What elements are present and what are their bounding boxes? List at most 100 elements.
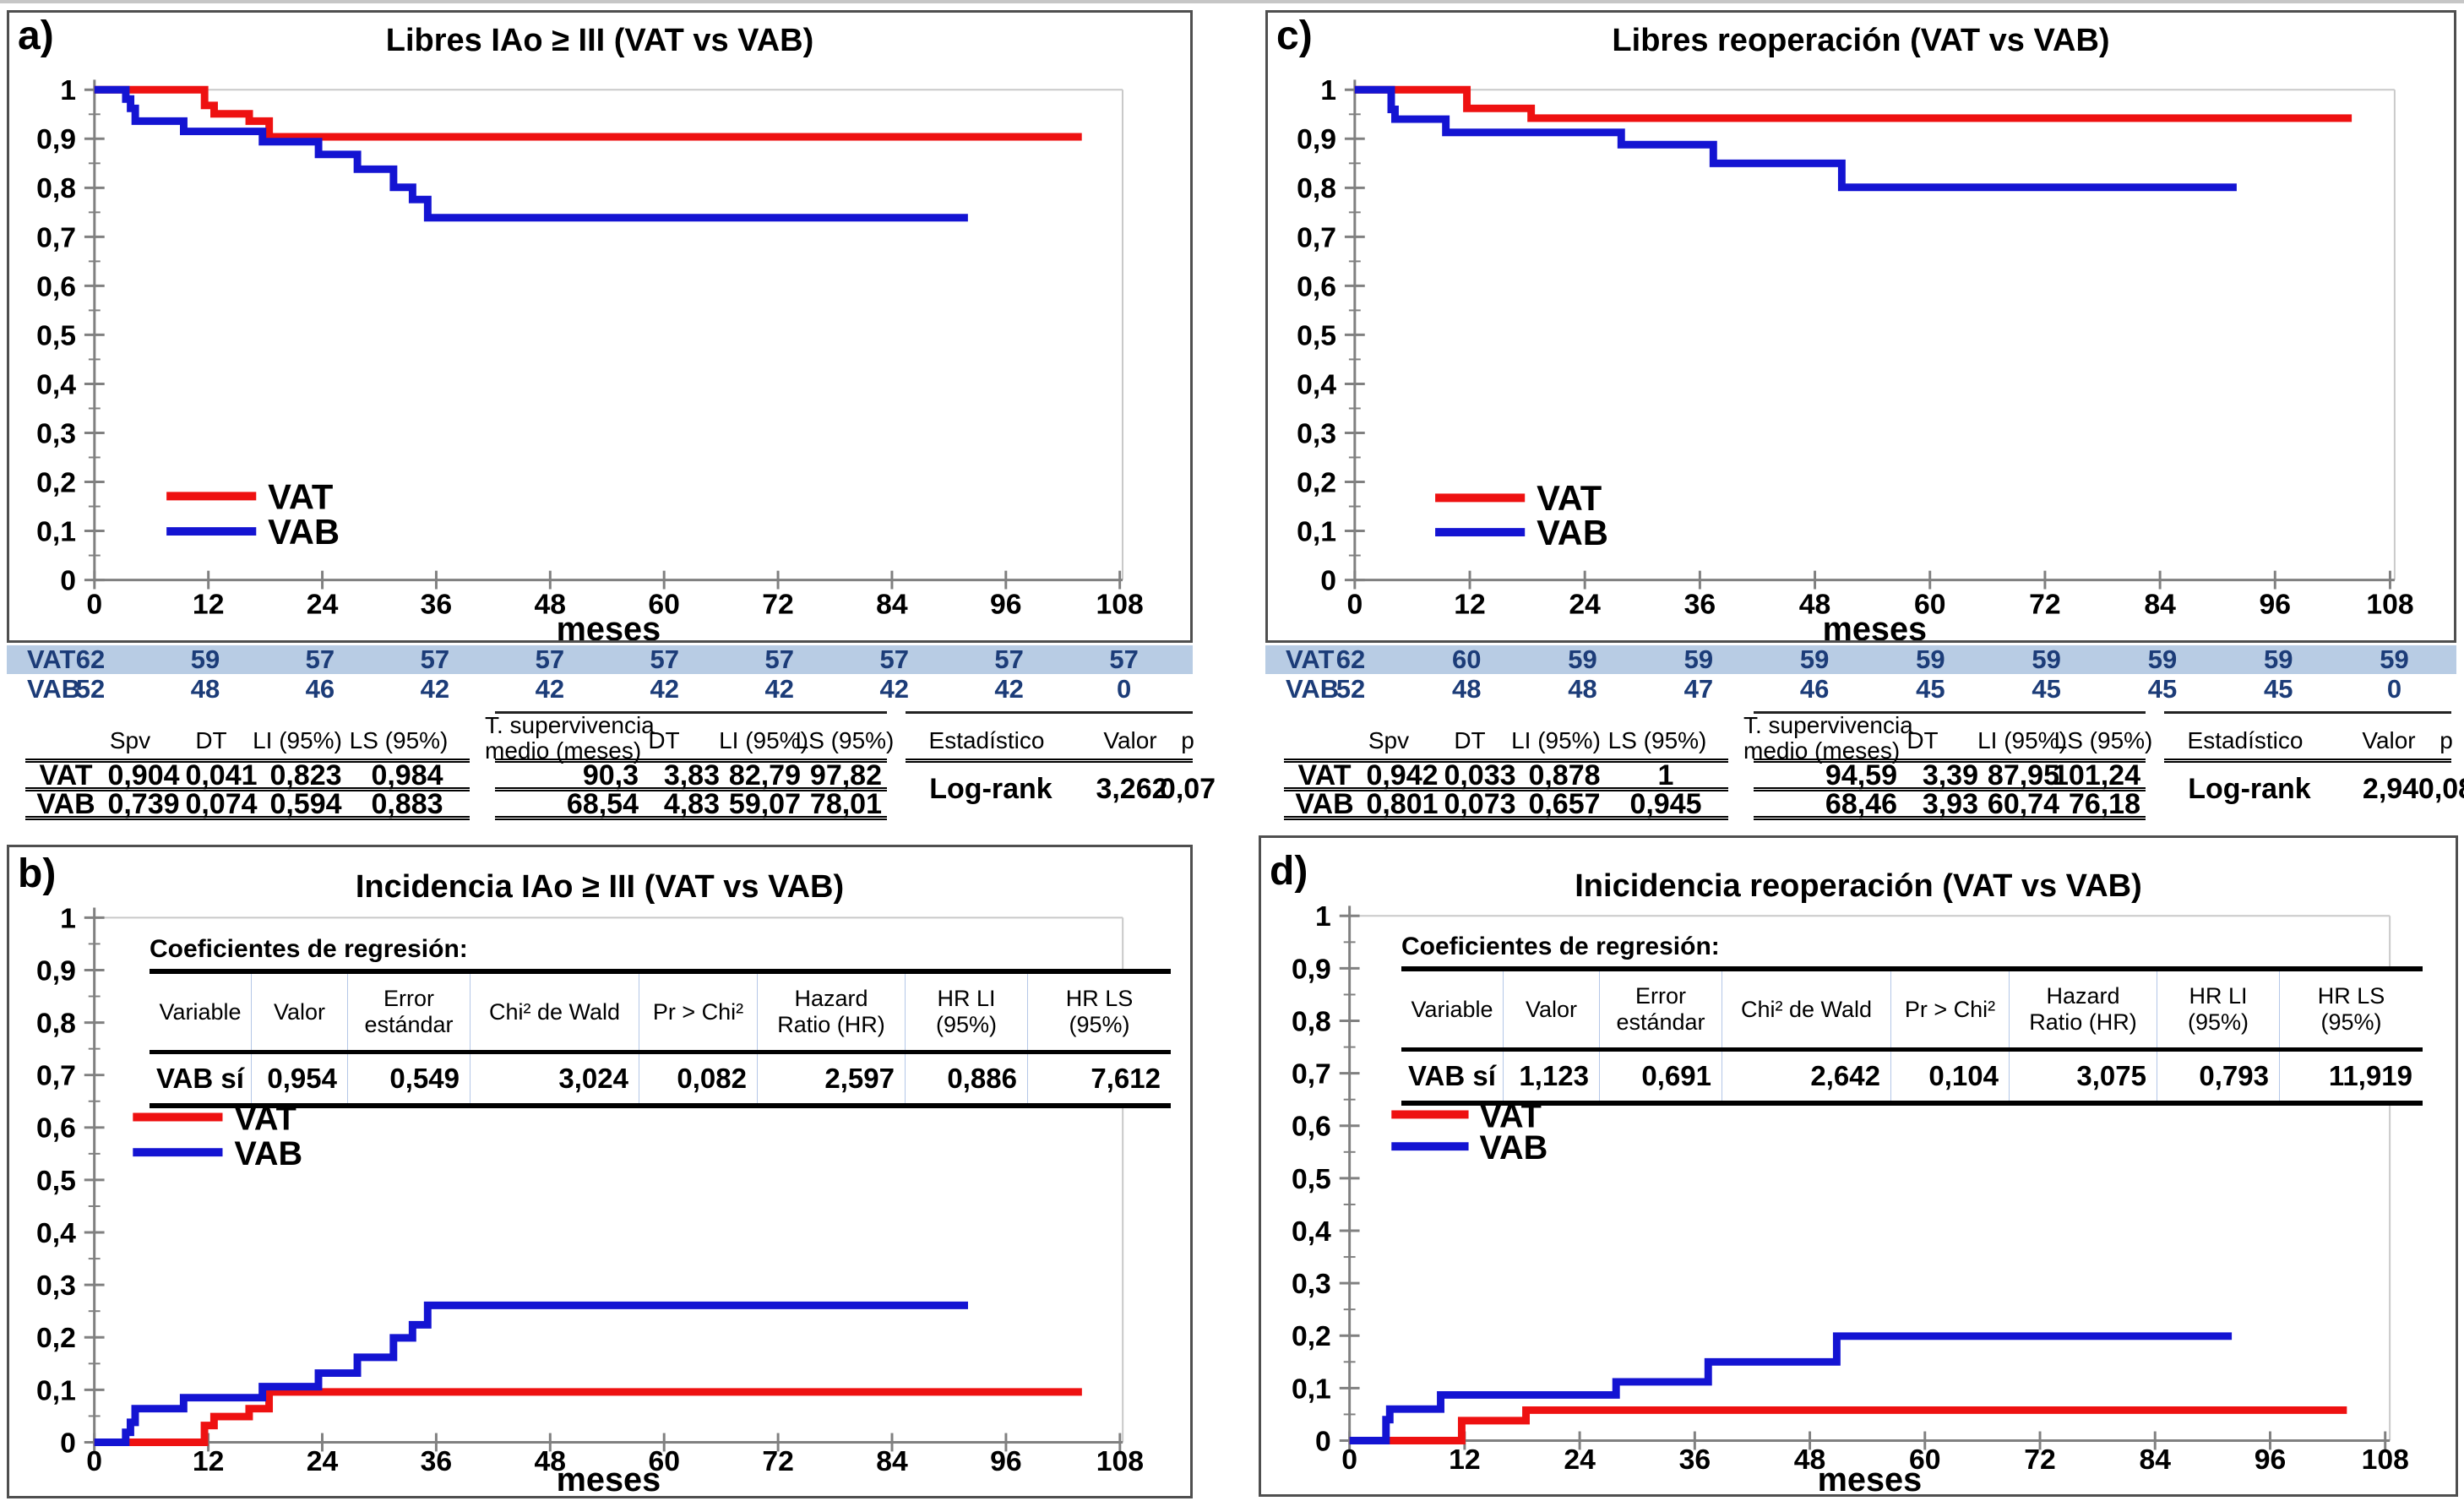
regression-header-cell: Hazard Ratio (HR): [2009, 971, 2157, 1047]
stats-value: 0,801: [1366, 788, 1439, 820]
stats-line: [1284, 759, 1728, 763]
stats-value: 4,83: [663, 788, 720, 820]
stats-value: 90,3: [582, 759, 639, 791]
stats-value: 76,18: [2068, 788, 2140, 820]
stats-header: Spv: [109, 727, 151, 753]
regression-header-text: Pr > Chi²: [1904, 996, 1996, 1022]
risk-table-a: VAT 62 59 57 57 57 57 57 57 57 57 VAB 52 48 46 42 42 42 42…: [7, 645, 1193, 706]
x-tick-label: 108: [1096, 1445, 1144, 1477]
stats-value: 0,739: [107, 788, 180, 820]
stats-header: LS (95%): [795, 727, 895, 753]
regression-header-cell: HR LI (95%): [905, 974, 1027, 1050]
x-tick-label: 96: [2260, 588, 2292, 620]
stats-value: 101,24: [2053, 759, 2140, 791]
regression-header-text: Pr > Chi²: [652, 998, 744, 1025]
stats-value: 78,01: [809, 788, 882, 820]
risk-count: 57: [305, 644, 335, 674]
risk-count: 57: [879, 644, 909, 674]
stats-header: LS (95%): [1607, 727, 1707, 753]
stats-header: LI (95%): [1511, 727, 1601, 753]
stats-test-value: 3,262: [1096, 773, 1168, 805]
stats-header: DT: [1454, 727, 1486, 753]
risk-count: 59: [190, 644, 220, 674]
risk-count: 42: [764, 674, 794, 704]
stats-header: Estadístico: [2187, 727, 2304, 753]
y-tick-label: 0,9: [1292, 953, 1331, 985]
y-tick-label: 0,8: [1297, 172, 1336, 204]
regression-header-cell: HR LS (95%): [2279, 971, 2423, 1047]
x-tick-label: 84: [2139, 1444, 2171, 1476]
risk-count: 48: [190, 674, 220, 704]
regression-header-text: Chi² de Wald: [1740, 996, 1873, 1022]
regression-header-text: Hazard Ratio (HR): [2029, 983, 2137, 1035]
x-tick-label: 12: [193, 588, 225, 620]
regression-header-text: Hazard Ratio (HR): [777, 986, 885, 1037]
x-tick-label: 0: [1346, 588, 1363, 620]
y-tick-label: 0,7: [36, 221, 76, 253]
regression-header-cell: Chi² de Wald: [1722, 971, 1890, 1047]
stats-test-name: Log-rank: [929, 773, 1053, 805]
stats-value: 60,74: [1987, 788, 2059, 820]
x-tick-label: 84: [876, 588, 908, 620]
km-chart-a: 1 0,9 0,8 0,7 0,6 0,5 0,4 0,3 0,2 0,1 0 0 12 24 36 48 60…: [9, 13, 1190, 640]
risk-row-label: VAB: [1286, 674, 1340, 704]
risk-row-label: VAB: [27, 674, 81, 704]
stats-test-name: Log-rank: [2188, 773, 2311, 805]
risk-count: 52: [75, 674, 106, 704]
legend-label-vab: VAB: [1479, 1129, 1547, 1167]
stats-line: [495, 759, 887, 763]
risk-count: 0: [1117, 674, 1132, 704]
regression-header-text: Valor: [1525, 996, 1578, 1022]
risk-count: 59: [1568, 644, 1597, 674]
risk-count: 48: [1568, 674, 1597, 704]
stats-line: [495, 711, 887, 714]
y-tick-label: 0: [60, 1427, 76, 1459]
risk-count: 42: [420, 674, 450, 704]
x-tick-label: 60: [648, 1445, 680, 1477]
stats-value: 0,942: [1366, 759, 1439, 791]
y-tick-label: 0,8: [1292, 1005, 1331, 1037]
stats-value: 0,594: [269, 788, 342, 820]
y-tick-label: 0,6: [1292, 1111, 1331, 1143]
x-tick-label: 72: [762, 588, 794, 620]
stats-table-a: Spv DT LI (95%) LS (95%) T. supervivencia med…: [7, 710, 1216, 848]
legend-label-vab: VAB: [1537, 513, 1608, 552]
regression-value-cell: 0,082: [639, 1054, 757, 1103]
stats-header: DT: [648, 727, 680, 753]
y-tick-label: 0,2: [1297, 466, 1336, 498]
regression-variable-cell: VAB sí: [156, 1063, 244, 1094]
stats-header: LI (95%): [1977, 727, 2067, 753]
stats-value: 68,46: [1825, 788, 1897, 820]
x-tick-label: 108: [2366, 588, 2413, 620]
risk-count: 46: [1799, 674, 1830, 704]
y-tick-label: 0,9: [36, 954, 76, 987]
curve-vab: [1354, 85, 2237, 192]
regression-header-cell: HR LI (95%): [2157, 971, 2279, 1047]
stats-row-label: VAB: [36, 788, 95, 820]
stats-row-label: VAB: [1295, 788, 1354, 820]
stats-value: 3,93: [1922, 788, 1978, 820]
regression-header-text: HR LI (95%): [2187, 983, 2249, 1035]
x-tick-label: 48: [535, 588, 567, 620]
y-tick-label: 0,7: [1292, 1058, 1331, 1090]
x-tick-label: 72: [2029, 588, 2061, 620]
x-tick-label: 12: [1449, 1444, 1481, 1476]
stats-test-p: 0,08: [2418, 773, 2464, 805]
panel-b-incidence-iao: 1 0,9 0,8 0,7 0,6 0,5 0,4 0,3 0,2 0,1 0 0 12 24 36 48 60…: [7, 845, 1193, 1498]
regression-value-cell: 11,919: [2279, 1052, 2423, 1101]
y-tick-label: 0,5: [1297, 319, 1336, 351]
y-tick-label: 0,7: [1297, 221, 1336, 253]
risk-count: 47: [1683, 674, 1714, 704]
stats-line: [2164, 711, 2451, 714]
incidence-chart-d: 1 0,9 0,8 0,7 0,6 0,5 0,4 0,3 0,2 0,1 0 0 12 24 36 48 60…: [1261, 838, 2456, 1494]
stats-value: 0,041: [185, 759, 258, 791]
panel-b-title: Incidencia IAo ≥ III (VAT vs VAB): [355, 869, 845, 905]
y-tick-label: 0,5: [1292, 1163, 1331, 1195]
y-tick-label: 0,6: [1297, 270, 1336, 302]
x-tick-label: 36: [421, 588, 453, 620]
panel-c-letter: c): [1276, 14, 1313, 58]
x-tick-label: 48: [1799, 588, 1831, 620]
y-tick-label: 0,9: [1297, 123, 1336, 155]
risk-count: 57: [650, 644, 680, 674]
x-tick-label: 24: [1564, 1444, 1596, 1476]
